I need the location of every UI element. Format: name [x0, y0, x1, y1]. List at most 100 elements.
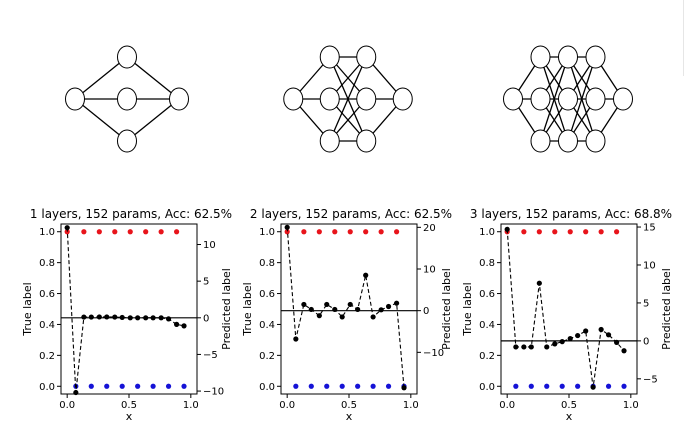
true-label-point-1: [332, 229, 338, 235]
y-tick-label: 1.0: [39, 227, 55, 238]
predicted-point: [64, 225, 70, 231]
true-label-point-0: [324, 383, 330, 389]
network-edge: [567, 56, 597, 142]
network-node: [558, 45, 578, 69]
y-tick-label: 0.0: [39, 382, 55, 393]
true-label-series: [64, 229, 187, 389]
y-tick-label: 0.8: [39, 258, 55, 269]
x-tick-label: 0.5: [121, 400, 137, 411]
true-label-point-0: [559, 383, 565, 389]
network-node: [558, 87, 578, 111]
y-axis-label: True label: [461, 282, 474, 336]
network-node: [319, 87, 340, 111]
true-label-point-1: [96, 229, 102, 235]
predicted-point: [394, 300, 400, 306]
network-node: [319, 129, 340, 153]
y-tick-label: 1.0: [479, 227, 495, 238]
y2-tick-label: −10: [423, 348, 444, 359]
network-node: [117, 87, 137, 111]
network-node: [356, 45, 377, 69]
network-node: [319, 45, 340, 69]
network-edge: [74, 56, 128, 100]
y2-tick-label: 10: [643, 260, 656, 271]
true-label-point-0: [150, 383, 156, 389]
predicted-point: [332, 306, 338, 313]
true-label-point-0: [308, 383, 314, 389]
y-tick-label: 0.6: [39, 289, 55, 300]
network-node: [283, 87, 304, 111]
x-tick-label: 0.5: [341, 400, 357, 411]
true-label-point-0: [544, 383, 550, 389]
true-label-point-0: [104, 383, 110, 389]
true-label-point-0: [135, 383, 141, 389]
predicted-point: [112, 314, 118, 320]
window-edge: [683, 0, 684, 76]
plot-frame: [500, 223, 638, 395]
network-node: [530, 129, 551, 153]
true-label-point-1: [112, 229, 118, 235]
predicted-point: [284, 224, 290, 230]
x-tick-label: 0.0: [499, 400, 515, 411]
predicted-point: [621, 348, 627, 354]
x-axis-label: x: [126, 410, 133, 423]
y2-axis-label: Predicted label: [660, 268, 673, 350]
y2-tick-label: −10: [203, 387, 224, 398]
chart-3: 3 layers, 152 params, Acc: 68.8% 0.0 0.5 1.…: [461, 207, 673, 423]
y-tick-label: 0.8: [259, 258, 275, 269]
y-tick-label: 0.0: [259, 382, 275, 393]
y2-tick-label: −5: [643, 374, 658, 385]
network-edge: [126, 56, 180, 100]
chart-2: 2 layers, 152 params, Acc: 62.5% 0.0 0.5 1.…: [241, 207, 453, 423]
chart-title: 3 layers, 152 params, Acc: 68.8%: [470, 207, 672, 221]
predicted-point: [165, 316, 172, 322]
predicted-point: [150, 315, 156, 321]
true-label-point-1: [394, 229, 400, 235]
predicted-point: [513, 344, 519, 350]
predicted-line: [286, 227, 405, 388]
network-diagram-3: [503, 45, 633, 153]
predicted-point: [143, 315, 149, 321]
true-label-point-0: [355, 383, 361, 389]
predicted-point: [293, 336, 299, 342]
y-tick-label: 0.2: [259, 351, 275, 362]
y2-tick-label: 15: [643, 223, 656, 234]
y-tick-label: 0.6: [259, 289, 275, 300]
true-label-point-0: [339, 383, 345, 389]
network-node: [585, 129, 606, 153]
network-node: [613, 87, 633, 111]
y2-tick-label: 10: [203, 240, 216, 251]
true-label-point-1: [81, 229, 87, 235]
x-axis: 0.0 0.5 1.0 x: [499, 394, 639, 423]
predicted-point: [96, 314, 102, 320]
y-tick-label: 0.0: [479, 382, 495, 393]
network-edge: [539, 56, 569, 142]
x-tick-label: 1.0: [623, 400, 639, 411]
x-tick-label: 0.5: [561, 400, 577, 411]
predicted-series: [504, 226, 627, 390]
true-label-series: [504, 229, 627, 389]
y-axis-right: −10 0 10 20 Predicted label: [417, 223, 453, 359]
network-diagrams: [65, 45, 633, 153]
network-node: [585, 45, 606, 69]
predicted-point: [575, 332, 581, 339]
true-label-point-0: [528, 383, 534, 389]
predicted-line: [66, 227, 185, 393]
y-tick-label: 0.8: [479, 258, 495, 269]
network-node: [530, 45, 551, 69]
x-axis: 0.0 0.5 1.0 x: [279, 394, 419, 423]
network-node: [392, 87, 413, 111]
predicted-point: [370, 314, 376, 320]
network-diagram-2: [283, 45, 413, 153]
y2-tick-label: 10: [423, 265, 436, 276]
x-tick-label: 0.0: [279, 400, 295, 411]
true-label-point-0: [370, 383, 376, 389]
true-label-point-1: [143, 229, 149, 235]
true-label-point-1: [363, 229, 369, 235]
predicted-point: [181, 323, 187, 329]
network-node: [585, 87, 606, 111]
x-tick-label: 1.0: [403, 400, 419, 411]
predicted-point: [347, 301, 353, 308]
y-tick-label: 0.4: [259, 320, 275, 331]
network-node: [503, 87, 523, 111]
